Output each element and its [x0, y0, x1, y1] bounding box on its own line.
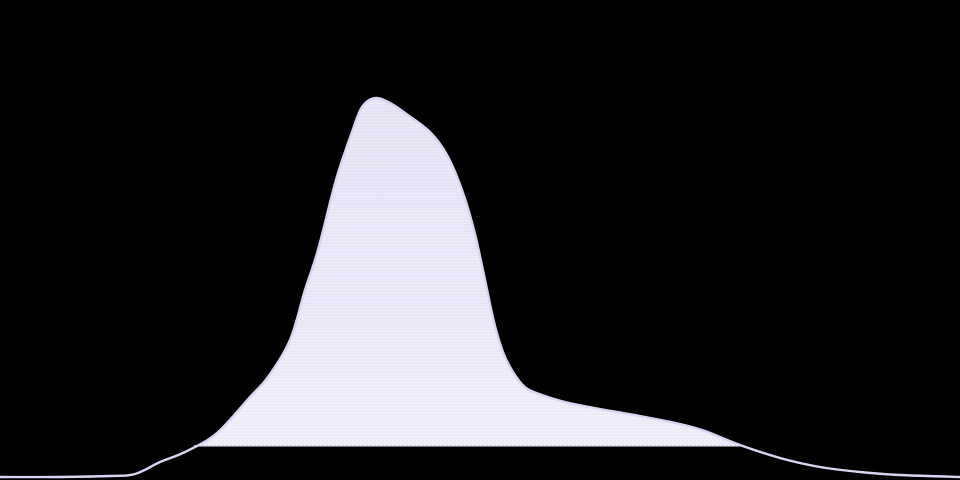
density-curve-line [0, 96, 960, 479]
area-dither-texture [196, 97, 745, 447]
plot-area [0, 96, 960, 479]
